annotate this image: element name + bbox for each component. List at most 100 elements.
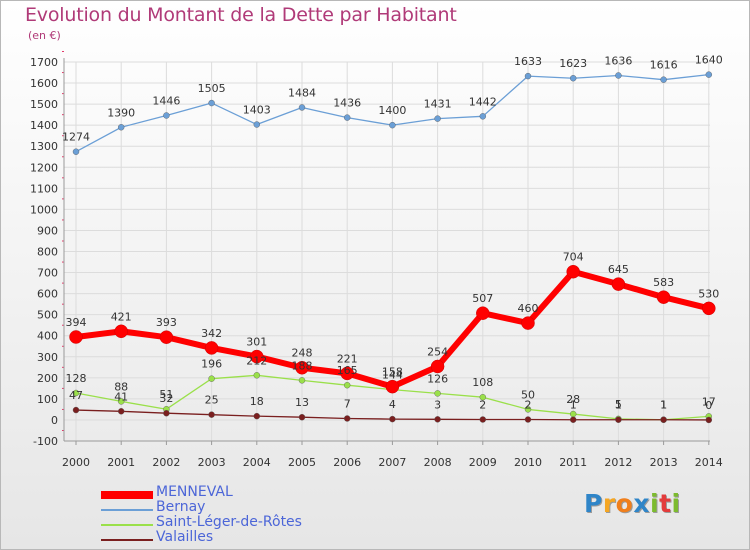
data-label-menneval: 460 (518, 302, 539, 315)
data-label-saint-leger: 5 (615, 398, 622, 411)
data-point-menneval (295, 360, 309, 375)
y-tick-label: 1700 (30, 56, 58, 69)
y-tick-label: 200 (37, 372, 58, 385)
x-tick-label: 2006 (333, 456, 361, 469)
data-point-bernay (705, 71, 712, 78)
y-tick-label: 1100 (30, 182, 58, 195)
y-tick-label: 400 (37, 330, 58, 343)
data-point-valailles (524, 416, 532, 423)
data-point-saint-leger (253, 372, 261, 379)
data-label-saint-leger: 188 (292, 359, 313, 372)
data-point-saint-leger (72, 389, 80, 397)
logo-letter: t (659, 489, 672, 518)
data-label-saint-leger: 212 (246, 354, 267, 367)
data-label-valailles: 41 (114, 390, 128, 403)
data-point-menneval (430, 359, 445, 374)
data-label-saint-leger: 88 (114, 380, 128, 393)
data-point-valailles (117, 408, 125, 415)
y-tick-label: 1600 (30, 77, 58, 90)
data-label-saint-leger: 17 (702, 395, 716, 408)
x-tick-label: 2001 (107, 456, 135, 469)
data-point-bernay (253, 121, 261, 128)
data-point-bernay (117, 124, 125, 131)
data-label-valailles: 18 (250, 395, 264, 408)
data-label-menneval: 254 (427, 345, 448, 358)
x-tick-label: 2007 (378, 456, 406, 469)
y-tick-label: 1300 (30, 140, 58, 153)
data-label-saint-leger: 50 (521, 388, 535, 401)
data-label-bernay: 1431 (424, 98, 452, 111)
data-point-valailles (344, 415, 351, 422)
data-point-valailles (615, 416, 622, 423)
data-label-saint-leger: 1 (660, 399, 667, 412)
data-point-valailles (389, 415, 396, 423)
data-point-valailles (660, 416, 667, 423)
data-point-bernay (524, 72, 532, 80)
data-point-bernay (72, 148, 80, 155)
data-label-valailles: 4 (389, 398, 396, 411)
data-label-valailles: 13 (295, 396, 309, 409)
proxiti-logo: Proxiti (584, 489, 681, 518)
y-tick-label: 1500 (30, 98, 58, 111)
data-label-menneval: 393 (156, 316, 177, 329)
data-point-saint-leger (298, 377, 306, 384)
data-point-valailles (705, 416, 712, 424)
data-point-menneval (159, 330, 174, 344)
y-tick-label: 300 (37, 351, 58, 364)
data-label-menneval: 645 (608, 263, 629, 276)
x-tick-label: 2005 (288, 456, 316, 469)
data-label-bernay: 1403 (243, 104, 271, 117)
data-point-bernay (479, 113, 486, 120)
data-point-valailles (72, 406, 80, 414)
legend-label-menneval: MENNEVAL (156, 484, 233, 500)
data-point-saint-leger (434, 390, 441, 397)
x-tick-label: 2012 (604, 456, 632, 469)
data-point-saint-leger (117, 398, 125, 405)
data-label-bernay: 1623 (559, 57, 587, 70)
data-label-saint-leger: 144 (382, 369, 403, 382)
data-label-menneval: 158 (382, 366, 403, 379)
data-label-menneval: 421 (111, 310, 132, 323)
data-point-menneval (521, 316, 535, 330)
legend-swatch-valailles (101, 539, 153, 541)
data-label-menneval: 248 (292, 347, 313, 360)
data-point-valailles (479, 416, 486, 423)
legend-swatch-saint-leger (101, 524, 153, 526)
data-label-valailles: 7 (344, 397, 351, 410)
logo-letter: r (602, 489, 616, 518)
y-tick-label: 0 (51, 414, 58, 427)
data-label-valailles: 1 (615, 399, 622, 412)
data-point-menneval (476, 306, 490, 320)
x-tick-label: 2000 (62, 456, 90, 469)
data-point-bernay (434, 115, 441, 122)
data-point-bernay (389, 121, 396, 129)
legend-swatch-menneval (101, 491, 153, 499)
data-label-valailles: 25 (205, 394, 219, 407)
data-point-valailles (163, 410, 170, 417)
x-tick-label: 2003 (198, 456, 226, 469)
data-point-bernay (660, 76, 667, 83)
data-label-bernay: 1484 (288, 86, 316, 99)
data-label-menneval: 583 (653, 276, 674, 289)
legend-swatch-bernay (101, 509, 153, 511)
y-tick-label: 100 (37, 393, 58, 406)
data-point-menneval (566, 264, 580, 279)
data-label-bernay: 1436 (333, 97, 361, 110)
data-label-bernay: 1616 (650, 59, 678, 72)
data-point-bernay (570, 75, 577, 82)
data-label-valailles: 32 (159, 392, 173, 405)
legend-label-bernay: Bernay (156, 499, 206, 515)
data-label-saint-leger: 196 (201, 358, 222, 371)
data-label-bernay: 1390 (107, 106, 135, 119)
data-label-menneval: 704 (563, 251, 584, 264)
data-label-bernay: 1400 (378, 104, 406, 117)
logo-letter: x (633, 489, 650, 518)
chart-title: Evolution du Montant de la Dette par Hab… (25, 4, 457, 26)
y-tick-label: 800 (37, 246, 58, 259)
data-point-valailles (434, 416, 441, 423)
data-label-valailles: 1 (570, 399, 577, 412)
data-label-saint-leger: 165 (337, 364, 358, 377)
data-label-valailles: 1 (660, 399, 667, 412)
data-label-valailles: 2 (525, 399, 532, 412)
